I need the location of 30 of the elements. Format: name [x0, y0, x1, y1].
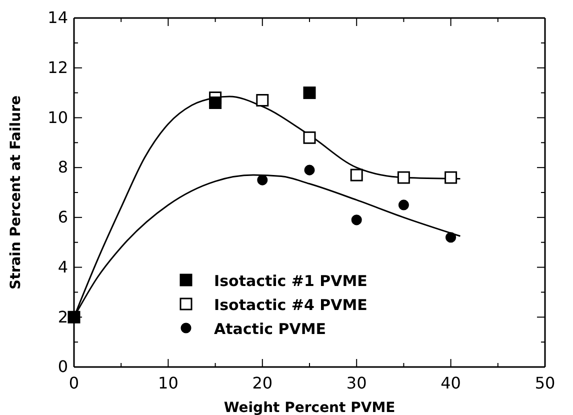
legend-label: Isotactic #1 PVME	[214, 272, 368, 290]
point	[351, 214, 362, 226]
point	[303, 131, 316, 144]
y-tick-label: 4	[58, 257, 68, 276]
point	[303, 86, 316, 100]
y-tick-label: 14	[48, 8, 68, 28]
point	[256, 94, 269, 107]
x-axis-title: Weight Percent PVME	[224, 400, 396, 415]
point	[257, 174, 268, 186]
point	[398, 200, 409, 210]
y-tick-label: 12	[48, 58, 68, 77]
x-tick-label: 50	[534, 373, 556, 392]
x-tick-label: 20	[252, 373, 273, 392]
y-tick-label: 8	[58, 158, 68, 177]
point	[350, 168, 363, 182]
legend-label: Atactic PVME	[214, 320, 326, 338]
y-tick-label: 2	[58, 307, 68, 326]
point	[444, 171, 458, 184]
y-tick-label: 6	[58, 208, 68, 227]
point	[446, 232, 456, 243]
point	[209, 96, 222, 110]
x-tick-label: 30	[346, 373, 367, 392]
y-axis-title: Strain Percent at Failure	[8, 96, 24, 290]
x-tick-label: 40	[440, 373, 461, 392]
x-tick-label: 10	[158, 373, 178, 392]
y-tick-label: 0	[58, 357, 68, 376]
y-tick-label: 10	[48, 108, 68, 127]
point	[304, 164, 315, 176]
legend-label: Isotactic #4 PVME	[214, 296, 368, 314]
point	[397, 171, 410, 184]
